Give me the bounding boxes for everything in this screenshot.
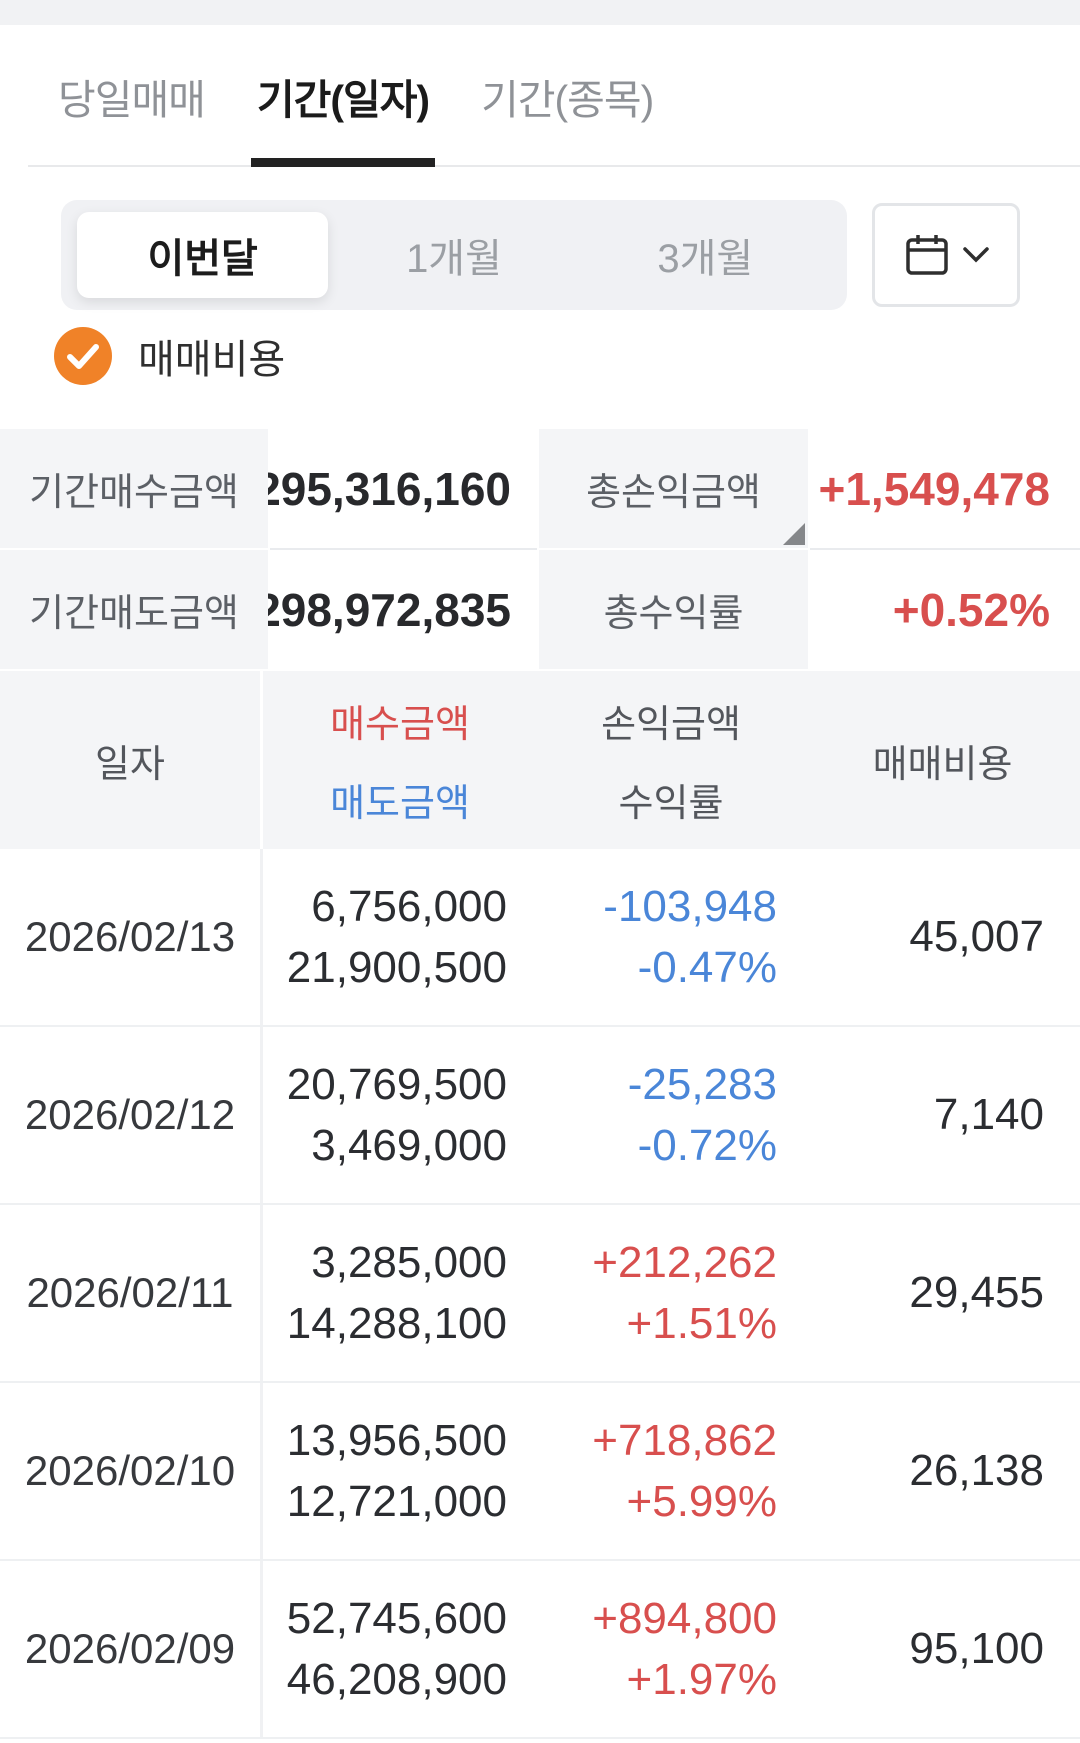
row-fee: 45,007 <box>909 912 1044 961</box>
period-option-3-month[interactable]: 3개월 <box>657 237 754 281</box>
row-pl-ror: +212,262 +1.51% <box>537 1205 805 1381</box>
summary-table: 기간매수금액 295,316,160 총손익금액 +1,549,478 기간매도… <box>0 429 1080 669</box>
header-buy-amount: 매수금액 <box>330 704 470 746</box>
row-buy-amount: 13,956,500 <box>286 1416 507 1465</box>
row-buy-sell: 3,285,000 14,288,100 <box>263 1205 537 1381</box>
header-ror: 수익률 <box>618 783 724 825</box>
period-sell-amount-label: 기간매도금액 <box>0 550 268 669</box>
row-date: 2026/02/09 <box>24 1625 236 1672</box>
column-divider <box>260 1561 263 1737</box>
row-buy-amount: 52,745,600 <box>286 1594 507 1643</box>
header-fee: 매매비용 <box>872 743 1013 786</box>
column-divider <box>260 849 263 1025</box>
table-row[interactable]: 2026/02/10 13,956,500 12,721,000 +718,86… <box>0 1383 1080 1561</box>
total-pl-value: +1,549,478 <box>810 429 1080 548</box>
table-header: 일자 매수금액 매도금액 손익금액 수익률 매매비용 <box>0 671 1080 849</box>
checkbox-checked-circle[interactable] <box>54 327 112 385</box>
column-divider <box>260 1027 263 1203</box>
date-picker-button[interactable] <box>872 203 1020 307</box>
row-date: 2026/02/12 <box>24 1091 236 1138</box>
row-pl: -25,283 <box>627 1060 777 1109</box>
header-date: 일자 <box>95 743 165 786</box>
row-fee: 7,140 <box>933 1090 1044 1139</box>
row-pl-ror: -103,948 -0.47% <box>537 849 805 1025</box>
total-ror-label: 총수익률 <box>539 550 808 669</box>
row-ror: -0.72% <box>637 1121 777 1170</box>
trading-cost-checkbox[interactable]: 매매비용 <box>54 326 1080 386</box>
row-buy-sell: 52,745,600 46,208,900 <box>263 1561 537 1737</box>
row-sell-amount: 21,900,500 <box>286 943 507 992</box>
row-buy-amount: 3,285,000 <box>311 1238 507 1287</box>
row-fee: 29,455 <box>909 1268 1044 1317</box>
trading-cost-label: 매매비용 <box>138 338 286 382</box>
row-sell-amount: 46,208,900 <box>286 1655 507 1704</box>
header-sell-amount: 매도금액 <box>330 783 470 825</box>
row-ror: +1.51% <box>626 1299 777 1348</box>
row-date: 2026/02/11 <box>26 1269 234 1316</box>
row-date: 2026/02/13 <box>24 913 236 960</box>
total-pl-label[interactable]: 총손익금액 <box>539 429 808 548</box>
table-row[interactable]: 2026/02/13 6,756,000 21,900,500 -103,948… <box>0 849 1080 1027</box>
table-body: 2026/02/13 6,756,000 21,900,500 -103,948… <box>0 849 1080 1739</box>
row-sell-amount: 12,721,000 <box>286 1477 507 1526</box>
row-pl: +718,862 <box>592 1416 777 1465</box>
header-pl-ror: 손익금액 수익률 <box>537 671 805 849</box>
tab-daily-trading[interactable]: 당일매매 <box>58 77 206 123</box>
period-controls: 이번달 1개월 3개월 <box>61 200 1020 310</box>
table-row[interactable]: 2026/02/09 52,745,600 46,208,900 +894,80… <box>0 1561 1080 1739</box>
table-row[interactable]: 2026/02/11 3,285,000 14,288,100 +212,262… <box>0 1205 1080 1383</box>
header-buy-sell: 매수금액 매도금액 <box>263 671 537 849</box>
row-pl: +212,262 <box>592 1238 777 1287</box>
row-ror: +5.99% <box>626 1477 777 1526</box>
period-option-this-month[interactable]: 이번달 <box>77 212 329 298</box>
chevron-down-icon <box>962 247 989 263</box>
row-buy-amount: 6,756,000 <box>311 882 507 931</box>
period-buy-amount-label: 기간매수금액 <box>0 429 268 548</box>
table-row[interactable]: 2026/02/12 20,769,500 3,469,000 -25,283 … <box>0 1027 1080 1205</box>
total-ror-value: +0.52% <box>810 550 1080 669</box>
row-date: 2026/02/10 <box>24 1447 236 1494</box>
tab-period-by-date[interactable]: 기간(일자) <box>250 25 436 167</box>
row-pl-ror: +718,862 +5.99% <box>537 1383 805 1559</box>
row-sell-amount: 14,288,100 <box>286 1299 507 1348</box>
period-segmented-control: 이번달 1개월 3개월 <box>61 200 847 310</box>
column-divider <box>260 1383 263 1559</box>
status-bar-strip <box>0 0 1080 25</box>
tab-period-by-stock[interactable]: 기간(종목) <box>481 77 654 123</box>
period-option-1-month[interactable]: 1개월 <box>406 237 502 281</box>
tab-bar: 당일매매 기간(일자) 기간(종목) <box>0 25 1080 167</box>
row-ror: -0.47% <box>637 943 777 992</box>
row-pl-ror: +894,800 +1.97% <box>537 1561 805 1737</box>
column-divider <box>260 671 263 849</box>
period-buy-amount-value: 295,316,160 <box>255 429 537 548</box>
period-sell-amount-value: 298,972,835 <box>255 550 537 669</box>
row-fee: 26,138 <box>909 1446 1044 1495</box>
column-divider <box>260 1205 263 1381</box>
row-ror: +1.97% <box>626 1655 777 1704</box>
total-pl-label-text: 총손익금액 <box>586 472 761 514</box>
header-pl: 손익금액 <box>601 704 741 746</box>
row-buy-sell: 6,756,000 21,900,500 <box>263 849 537 1025</box>
row-sell-amount: 3,469,000 <box>311 1121 507 1170</box>
row-pl: +894,800 <box>592 1594 777 1643</box>
row-pl-ror: -25,283 -0.72% <box>537 1027 805 1203</box>
row-fee: 95,100 <box>909 1624 1044 1673</box>
calendar-icon <box>904 232 950 278</box>
row-buy-amount: 20,769,500 <box>286 1060 507 1109</box>
row-buy-sell: 13,956,500 12,721,000 <box>263 1383 537 1559</box>
row-pl: -103,948 <box>603 882 777 931</box>
check-icon <box>67 343 99 369</box>
corner-triangle-icon <box>783 523 805 545</box>
row-buy-sell: 20,769,500 3,469,000 <box>263 1027 537 1203</box>
